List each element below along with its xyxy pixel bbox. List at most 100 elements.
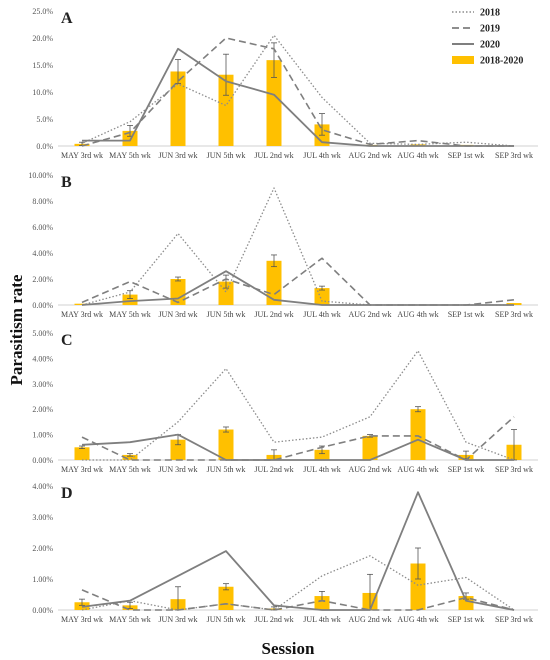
error-bar [127, 453, 133, 457]
x-tick-label: JUL 4th wk [303, 465, 340, 474]
x-tick-label: AUG 4th wk [397, 615, 438, 624]
x-tick-label: MAY 3rd wk [61, 465, 103, 474]
x-axis-title: Session [262, 639, 315, 658]
error-bar [271, 254, 277, 268]
y-tick-label: 1.00% [32, 431, 53, 440]
series-line-2018 [81, 187, 514, 306]
x-tick-label: MAY 3rd wk [61, 310, 103, 319]
x-tick-label: MAY 5th wk [109, 615, 151, 624]
series-line-2019 [81, 416, 515, 461]
legend-swatch [452, 56, 474, 64]
x-tick-label: AUG 2nd wk [348, 310, 391, 319]
panel-letter: D [61, 485, 73, 502]
bar [170, 279, 186, 305]
y-tick-label: 6.00% [32, 223, 53, 232]
y-tick-label: 4.00% [32, 249, 53, 258]
legend-label: 2019 [480, 24, 500, 35]
y-tick-label: 0.00% [32, 456, 53, 465]
error-bar [175, 59, 181, 84]
x-tick-label: JUL 4th wk [303, 310, 340, 319]
x-tick-label: JUN 5th wk [207, 310, 246, 319]
y-tick-label: 0.00% [32, 606, 53, 615]
x-tick-label: JUL 4th wk [303, 151, 340, 160]
error-bar [319, 285, 325, 291]
bar [266, 260, 282, 305]
y-tick-label: 5.0% [36, 115, 53, 124]
y-tick-label: 3.00% [32, 513, 53, 522]
bar [170, 439, 186, 460]
y-axis-title: Parasitism rate [7, 274, 26, 385]
series-line-2019 [81, 37, 514, 147]
error-bar [319, 113, 325, 136]
error-bar [415, 547, 421, 580]
x-tick-label: JUL 4th wk [303, 615, 340, 624]
y-tick-label: 10.00% [28, 171, 53, 180]
x-tick-label: MAY 3rd wk [61, 615, 103, 624]
x-tick-label: MAY 5th wk [109, 465, 151, 474]
panel-letter: C [61, 332, 73, 349]
bar [218, 281, 234, 305]
y-tick-label: 4.00% [32, 354, 53, 363]
x-tick-label: JUL 2nd wk [254, 310, 293, 319]
series-line-2020 [81, 491, 515, 611]
y-tick-label: 0.00% [32, 301, 53, 310]
x-tick-label: MAY 5th wk [109, 151, 151, 160]
bar [314, 596, 330, 610]
legend-item: 2020 [452, 40, 500, 51]
error-bar [223, 274, 229, 289]
legend: 2018 2019 2020 2018-2020 [452, 8, 523, 67]
series-line-2020 [81, 270, 514, 306]
x-tick-label: AUG 2nd wk [348, 465, 391, 474]
bar [458, 596, 474, 610]
bar [314, 449, 330, 460]
series-line-2018 [82, 350, 515, 461]
y-tick-label: 8.00% [32, 197, 53, 206]
y-tick-label: 2.00% [32, 544, 53, 553]
x-tick-label: SEP 1st wk [448, 151, 485, 160]
x-tick-label: JUN 3rd wk [158, 151, 197, 160]
x-tick-label: SEP 1st wk [448, 465, 485, 474]
x-tick-label: AUG 2nd wk [348, 151, 391, 160]
x-tick-label: JUN 3rd wk [158, 310, 197, 319]
error-bar [367, 434, 373, 438]
bar [410, 563, 426, 610]
series-line-2019 [81, 589, 515, 611]
y-tick-label: 15.0% [32, 61, 53, 70]
series-line-2019 [81, 257, 515, 306]
legend-label: 2018 [480, 8, 500, 19]
x-tick-label: AUG 4th wk [397, 465, 438, 474]
y-tick-label: 20.0% [32, 34, 53, 43]
panel-B: 0.00% 2.00% 4.00% 6.00% 8.00% 10.00% MAY 3rd w… [28, 171, 538, 319]
y-tick-label: 3.00% [32, 380, 53, 389]
error-bar [223, 426, 229, 433]
x-tick-label: SEP 3rd wk [495, 151, 533, 160]
x-tick-label: JUN 3rd wk [158, 615, 197, 624]
x-tick-label: MAY 5th wk [109, 310, 151, 319]
x-tick-label: SEP 1st wk [448, 310, 485, 319]
x-tick-label: JUN 5th wk [207, 615, 246, 624]
y-tick-label: 2.00% [32, 405, 53, 414]
legend-item: 2018 [452, 8, 500, 19]
panel-letter: A [61, 10, 73, 27]
y-tick-label: 25.0% [32, 7, 53, 16]
panel-C: 0.00% 1.00% 2.00% 3.00% 4.00% 5.00% MAY 3rd wk… [32, 329, 538, 474]
x-tick-label: SEP 3rd wk [495, 310, 533, 319]
series-line-2018 [81, 555, 515, 611]
bar [266, 60, 282, 146]
error-bar [79, 445, 85, 449]
y-tick-label: 10.0% [32, 88, 53, 97]
bar [218, 429, 234, 460]
bar [122, 454, 138, 460]
series-line-2018 [81, 34, 515, 147]
x-tick-label: JUN 5th wk [207, 465, 246, 474]
panel-A: 0.0% 5.0% 10.0% 15.0% 20.0% 25.0% MAY 3rd wk MA… [32, 7, 538, 160]
bar [362, 435, 378, 460]
x-tick-label: JUL 2nd wk [254, 151, 293, 160]
y-tick-label: 5.00% [32, 329, 53, 338]
x-tick-label: JUN 3rd wk [158, 465, 197, 474]
series-line-2020 [82, 47, 514, 147]
bar [314, 288, 330, 305]
bar [122, 294, 138, 305]
x-tick-label: SEP 3rd wk [495, 615, 533, 624]
